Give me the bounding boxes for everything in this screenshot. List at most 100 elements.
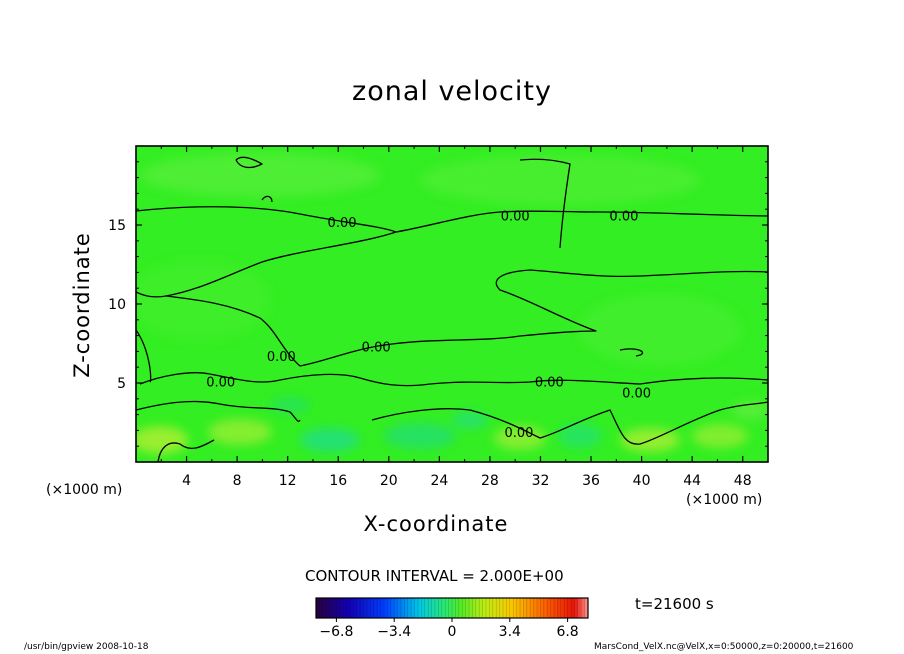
colorbar: −6.8 −3.4 0 3.4 6.8: [315, 597, 589, 640]
colorbar-cell: [554, 598, 558, 618]
colorbar-cell: [516, 598, 521, 618]
colorbar-cell: [336, 598, 341, 618]
colorbar-cell: [353, 598, 358, 618]
colorbar-cell: [360, 598, 365, 618]
x-tick-label: 12: [279, 473, 297, 489]
colorbar-cell: [339, 598, 344, 618]
colorbar-cell: [428, 598, 433, 618]
y-tick-label: 5: [117, 376, 126, 392]
colorbar-cell: [329, 598, 334, 618]
contour-line: [136, 400, 301, 422]
colorbar-cell: [455, 598, 460, 618]
colorbar-cell: [326, 598, 331, 618]
footer-source: MarsCond_VelX.nc@VelX,x=0:50000,z=0:2000…: [594, 642, 854, 652]
colorbar-cell: [316, 598, 320, 618]
colorbar-cell: [401, 598, 405, 618]
y-tick-label: 10: [108, 297, 126, 313]
contour-labels: 0.00 0.00 0.00 0.00 0.00 0.00 0.00 0.00 0.00: [206, 210, 651, 441]
x-axis-label: X-coordinate: [363, 512, 509, 536]
contour-label: 0.00: [206, 375, 235, 390]
contour-lines: [136, 156, 768, 462]
colorbar-cell: [475, 598, 480, 618]
colorbar-cell: [431, 598, 436, 618]
colorbar-cell: [448, 598, 453, 618]
contour-line: [519, 158, 571, 249]
contour-line: [619, 348, 644, 357]
colorbar-cell: [377, 598, 382, 618]
colorbar-cell: [424, 598, 429, 618]
chart-title: zonal velocity: [352, 76, 552, 107]
colorbar-cell: [574, 598, 579, 618]
time-label: t=21600 s: [635, 595, 714, 613]
colorbar-cell: [472, 598, 477, 618]
colorbar-cell: [533, 598, 538, 618]
colorbar-cell: [350, 598, 354, 618]
contour-label: 0.00: [362, 341, 391, 356]
colorbar-cell: [496, 598, 501, 618]
contour-line: [371, 401, 768, 445]
colorbar-cell: [557, 598, 562, 618]
colorbar-cell: [322, 598, 327, 618]
x-tick-label: 48: [734, 473, 752, 489]
colorbar-cell: [333, 598, 337, 618]
colorbar-cell: [445, 598, 450, 618]
contour-line: [157, 439, 215, 462]
colorbar-cell: [367, 598, 371, 618]
contour-label: 0.00: [609, 210, 638, 225]
colorbar-cell: [550, 598, 555, 618]
colorbar-cell: [404, 598, 409, 618]
colorbar-cell: [577, 598, 582, 618]
colorbar-cell: [564, 598, 569, 618]
colorbar-cell: [503, 598, 507, 618]
colorbar-cell: [537, 598, 541, 618]
contour-line: [261, 195, 273, 203]
colorbar-cell: [492, 598, 497, 618]
colorbar-cell: [458, 598, 463, 618]
colorbar-cell: [438, 598, 443, 618]
colorbar-cell: [489, 598, 494, 618]
x-tick-label: 32: [532, 473, 550, 489]
contour-label: 0.00: [505, 426, 534, 441]
x-tick-label: 24: [430, 473, 448, 489]
colorbar-cell: [370, 598, 375, 618]
colorbar-cell: [530, 598, 535, 618]
colorbar-cell: [319, 598, 324, 618]
colorbar-cell: [384, 598, 388, 618]
colorbar-cell: [540, 598, 545, 618]
velocity-field: [136, 146, 768, 462]
colorbar-cell: [373, 598, 378, 618]
y-tick-label: 15: [108, 218, 126, 234]
colorbar-tick-label: −3.4: [377, 624, 411, 640]
colorbar-cell: [363, 598, 368, 618]
contour-line: [235, 156, 263, 169]
colorbar-cell: [486, 598, 490, 618]
colorbar-cell: [520, 598, 524, 618]
colorbar-cell: [523, 598, 528, 618]
y-axis-label: Z-coordinate: [70, 232, 94, 378]
x-tick-label: 28: [481, 473, 499, 489]
colorbar-tick-label: 3.4: [499, 624, 521, 640]
colorbar-cell: [567, 598, 572, 618]
x-tick-label: 36: [582, 473, 600, 489]
contour-label: 0.00: [622, 386, 651, 401]
x-axis-unit-label: (×1000 m): [686, 492, 763, 508]
colorbar-cell: [462, 598, 467, 618]
colorbar-cell: [584, 598, 589, 618]
colorbar-cell: [421, 598, 426, 618]
contour-line: [165, 269, 768, 367]
colorbar-cell: [380, 598, 385, 618]
colorbar-cell: [499, 598, 504, 618]
colorbar-cell: [547, 598, 552, 618]
footer-program: /usr/bin/gpview 2008-10-18: [24, 642, 149, 652]
colorbar-cell: [356, 598, 361, 618]
x-tick-label: 16: [329, 473, 347, 489]
contour-label: 0.00: [267, 350, 296, 365]
x-tick-label: 44: [683, 473, 701, 489]
x-axis-ticks: 4 8 12 16 20 24 28 32 36 40 44 48: [160, 146, 752, 489]
contour-line: [139, 372, 768, 387]
colorbar-cell: [482, 598, 487, 618]
colorbar-cell: [394, 598, 399, 618]
colorbar-cell: [418, 598, 422, 618]
contour-interval-label: CONTOUR INTERVAL = 2.000E+00: [305, 567, 564, 585]
colorbar-cell: [387, 598, 392, 618]
